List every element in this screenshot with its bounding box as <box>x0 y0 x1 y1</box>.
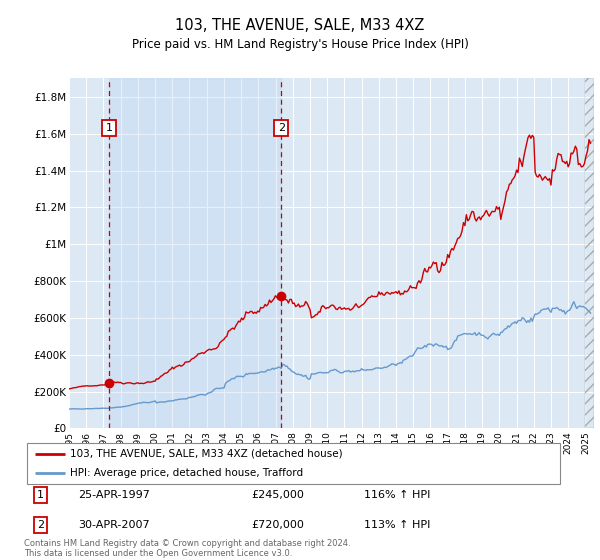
Text: 1: 1 <box>37 491 44 501</box>
Text: 103, THE AVENUE, SALE, M33 4XZ: 103, THE AVENUE, SALE, M33 4XZ <box>175 18 425 32</box>
Text: 25-APR-1997: 25-APR-1997 <box>78 491 150 501</box>
Text: HPI: Average price, detached house, Trafford: HPI: Average price, detached house, Traf… <box>70 468 303 478</box>
Text: £720,000: £720,000 <box>251 520 304 530</box>
Text: Price paid vs. HM Land Registry's House Price Index (HPI): Price paid vs. HM Land Registry's House … <box>131 38 469 52</box>
Bar <box>109 78 281 428</box>
FancyBboxPatch shape <box>27 444 560 483</box>
Text: 1: 1 <box>106 123 112 133</box>
Text: 2: 2 <box>37 520 44 530</box>
Text: 30-APR-2007: 30-APR-2007 <box>78 520 149 530</box>
Text: 103, THE AVENUE, SALE, M33 4XZ (detached house): 103, THE AVENUE, SALE, M33 4XZ (detached… <box>70 449 343 459</box>
Text: 116% ↑ HPI: 116% ↑ HPI <box>364 491 431 501</box>
Text: Contains HM Land Registry data © Crown copyright and database right 2024.
This d: Contains HM Land Registry data © Crown c… <box>24 539 350 558</box>
Text: 113% ↑ HPI: 113% ↑ HPI <box>364 520 431 530</box>
Text: £245,000: £245,000 <box>251 491 304 501</box>
Text: 2: 2 <box>278 123 285 133</box>
